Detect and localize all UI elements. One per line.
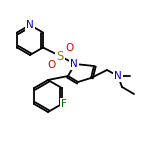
Text: N: N [26, 20, 34, 30]
Text: O: O [48, 60, 56, 70]
Text: F: F [61, 99, 67, 109]
Text: O: O [66, 43, 74, 53]
Text: N: N [114, 71, 122, 81]
Text: S: S [56, 50, 64, 62]
Text: N: N [70, 59, 78, 69]
